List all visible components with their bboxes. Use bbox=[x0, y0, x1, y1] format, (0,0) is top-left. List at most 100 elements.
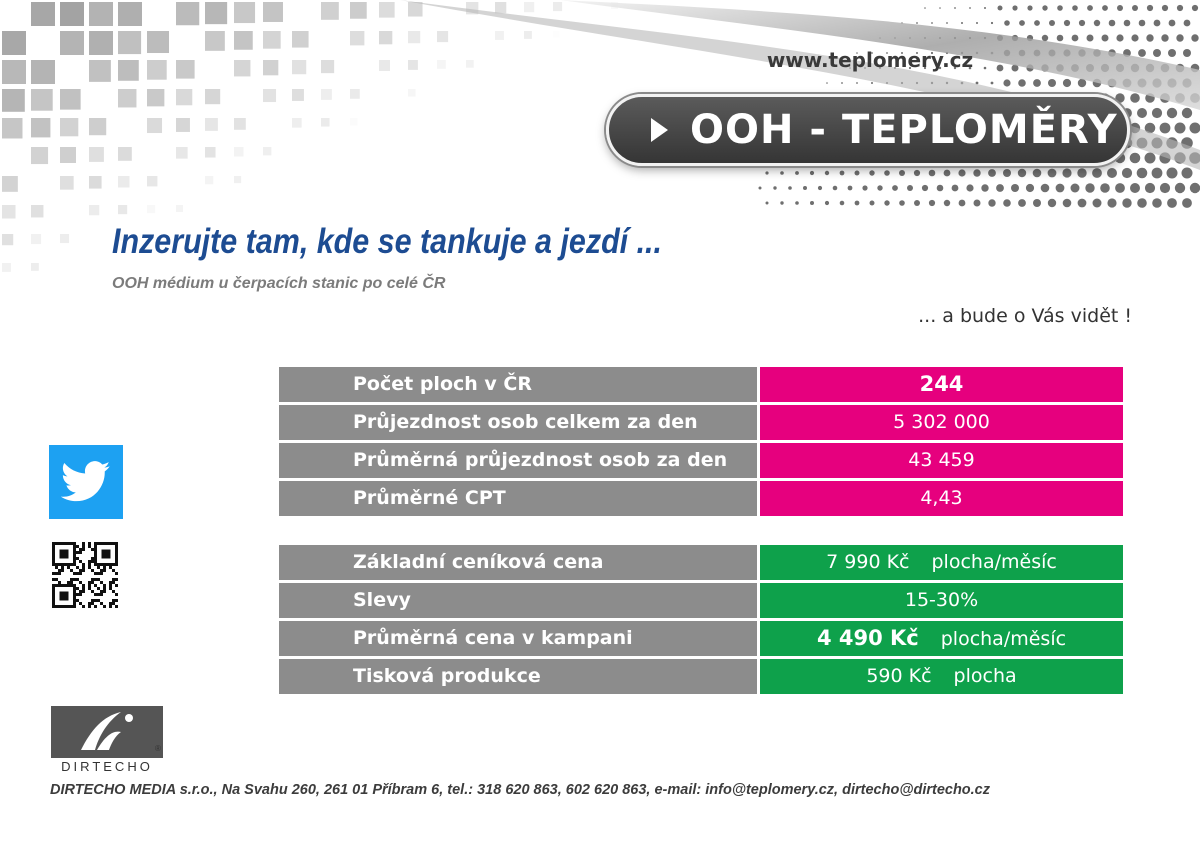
footer-contact: DIRTECHO MEDIA s.r.o., Na Svahu 260, 261… bbox=[50, 782, 991, 798]
website-url[interactable]: www.teplomery.cz bbox=[766, 48, 974, 72]
price-amount: 590 Kč bbox=[866, 665, 932, 687]
halftone-dot bbox=[1181, 167, 1193, 179]
halftone-dot bbox=[1042, 5, 1048, 11]
halftone-square bbox=[205, 2, 228, 25]
halftone-dot bbox=[1122, 198, 1132, 208]
halftone-dot bbox=[1138, 49, 1146, 57]
table-row: Základní ceníková cena 7 990 Kč plocha/mě… bbox=[279, 545, 1123, 580]
halftone-dot bbox=[1063, 19, 1071, 27]
halftone-square bbox=[89, 2, 113, 26]
discount-amount: 15-30% bbox=[904, 589, 979, 611]
halftone-dot bbox=[803, 186, 807, 190]
halftone-dot bbox=[1167, 198, 1177, 208]
halftone-dot bbox=[936, 184, 944, 192]
halftone-dot bbox=[1047, 168, 1057, 178]
halftone-square bbox=[2, 176, 18, 192]
halftone-dot bbox=[951, 184, 959, 192]
halftone-square bbox=[408, 60, 418, 70]
halftone-dot bbox=[899, 200, 905, 206]
halftone-square bbox=[31, 89, 53, 111]
halftone-dot bbox=[1049, 20, 1055, 26]
price-unit: plocha/měsíc bbox=[940, 628, 1067, 650]
halftone-dot bbox=[996, 64, 1004, 72]
halftone-dot bbox=[946, 22, 948, 24]
halftone-dot bbox=[1181, 107, 1193, 119]
halftone-dot bbox=[1092, 168, 1102, 178]
halftone-dot bbox=[1168, 49, 1176, 57]
registered-mark: ® bbox=[155, 744, 161, 753]
halftone-dot bbox=[1062, 198, 1072, 208]
halftone-dot bbox=[938, 66, 942, 70]
halftone-square bbox=[379, 2, 395, 18]
halftone-dot bbox=[1011, 64, 1019, 72]
row-label: Počet ploch v ČR bbox=[279, 367, 757, 402]
halftone-dot bbox=[1174, 182, 1186, 194]
halftone-dot bbox=[826, 82, 828, 84]
halftone-square bbox=[31, 118, 51, 138]
halftone-dot bbox=[856, 52, 858, 54]
halftone-square bbox=[408, 31, 421, 44]
halftone-square bbox=[292, 89, 304, 101]
halftone-dot bbox=[1131, 34, 1139, 42]
tagline: ... a bude o Vás vidět ! bbox=[918, 305, 1132, 327]
halftone-dot bbox=[1011, 184, 1019, 192]
halftone-dot bbox=[788, 186, 792, 190]
halftone-dot bbox=[1100, 183, 1110, 193]
halftone-dot bbox=[839, 200, 845, 206]
halftone-square bbox=[263, 31, 281, 49]
halftone-dot bbox=[975, 81, 979, 85]
halftone-square bbox=[89, 205, 100, 216]
halftone-dot bbox=[795, 201, 799, 205]
halftone-dot bbox=[1107, 168, 1117, 178]
halftone-dot bbox=[928, 199, 936, 207]
halftone-dot bbox=[1048, 79, 1056, 87]
price-unit: plocha bbox=[953, 665, 1017, 687]
halftone-square bbox=[60, 118, 79, 137]
halftone-dot bbox=[1077, 168, 1087, 178]
halftone-square bbox=[176, 2, 200, 26]
halftone-square bbox=[495, 2, 507, 14]
subheadline: OOH médium u čerpacích stanic po celé ČR bbox=[112, 275, 446, 292]
halftone-dot bbox=[780, 201, 784, 205]
halftone-square bbox=[2, 205, 16, 219]
halftone-dot bbox=[928, 169, 936, 177]
halftone-square bbox=[263, 147, 272, 156]
halftone-square bbox=[60, 147, 76, 163]
price-table: Základní ceníková cena 7 990 Kč plocha/mě… bbox=[279, 545, 1123, 697]
qr-code-icon[interactable] bbox=[52, 542, 118, 608]
halftone-dot bbox=[966, 184, 974, 192]
halftone-square bbox=[118, 31, 142, 55]
halftone-dot bbox=[832, 185, 838, 191]
halftone-dot bbox=[886, 52, 888, 54]
twitter-button[interactable] bbox=[49, 445, 123, 519]
halftone-dot bbox=[1183, 49, 1191, 57]
halftone-square bbox=[350, 2, 367, 19]
halftone-dot bbox=[953, 66, 957, 70]
halftone-dot bbox=[1077, 78, 1087, 88]
halftone-square bbox=[60, 234, 70, 244]
halftone-dot bbox=[824, 170, 830, 176]
halftone-dot bbox=[1032, 168, 1042, 178]
halftone-square bbox=[466, 60, 474, 68]
halftone-square bbox=[205, 89, 221, 105]
halftone-dot bbox=[908, 66, 912, 70]
halftone-dot bbox=[1144, 182, 1156, 194]
halftone-dot bbox=[1138, 19, 1146, 27]
halftone-square bbox=[147, 89, 165, 107]
row-label: Slevy bbox=[279, 583, 757, 618]
halftone-dot bbox=[931, 22, 933, 24]
halftone-dot bbox=[1056, 34, 1064, 42]
price-amount: 7 990 Kč bbox=[826, 551, 910, 573]
halftone-dot bbox=[1146, 34, 1154, 42]
halftone-dot bbox=[1025, 183, 1035, 193]
halftone-dot bbox=[1174, 122, 1186, 134]
halftone-dot bbox=[1146, 4, 1154, 12]
halftone-dot bbox=[1003, 79, 1011, 87]
halftone-square bbox=[89, 147, 104, 162]
halftone-dot bbox=[1189, 122, 1200, 134]
halftone-dot bbox=[981, 184, 989, 192]
halftone-dot bbox=[1137, 108, 1147, 118]
halftone-dot bbox=[976, 22, 978, 24]
halftone-dot bbox=[916, 52, 918, 54]
halftone-dot bbox=[871, 82, 873, 84]
